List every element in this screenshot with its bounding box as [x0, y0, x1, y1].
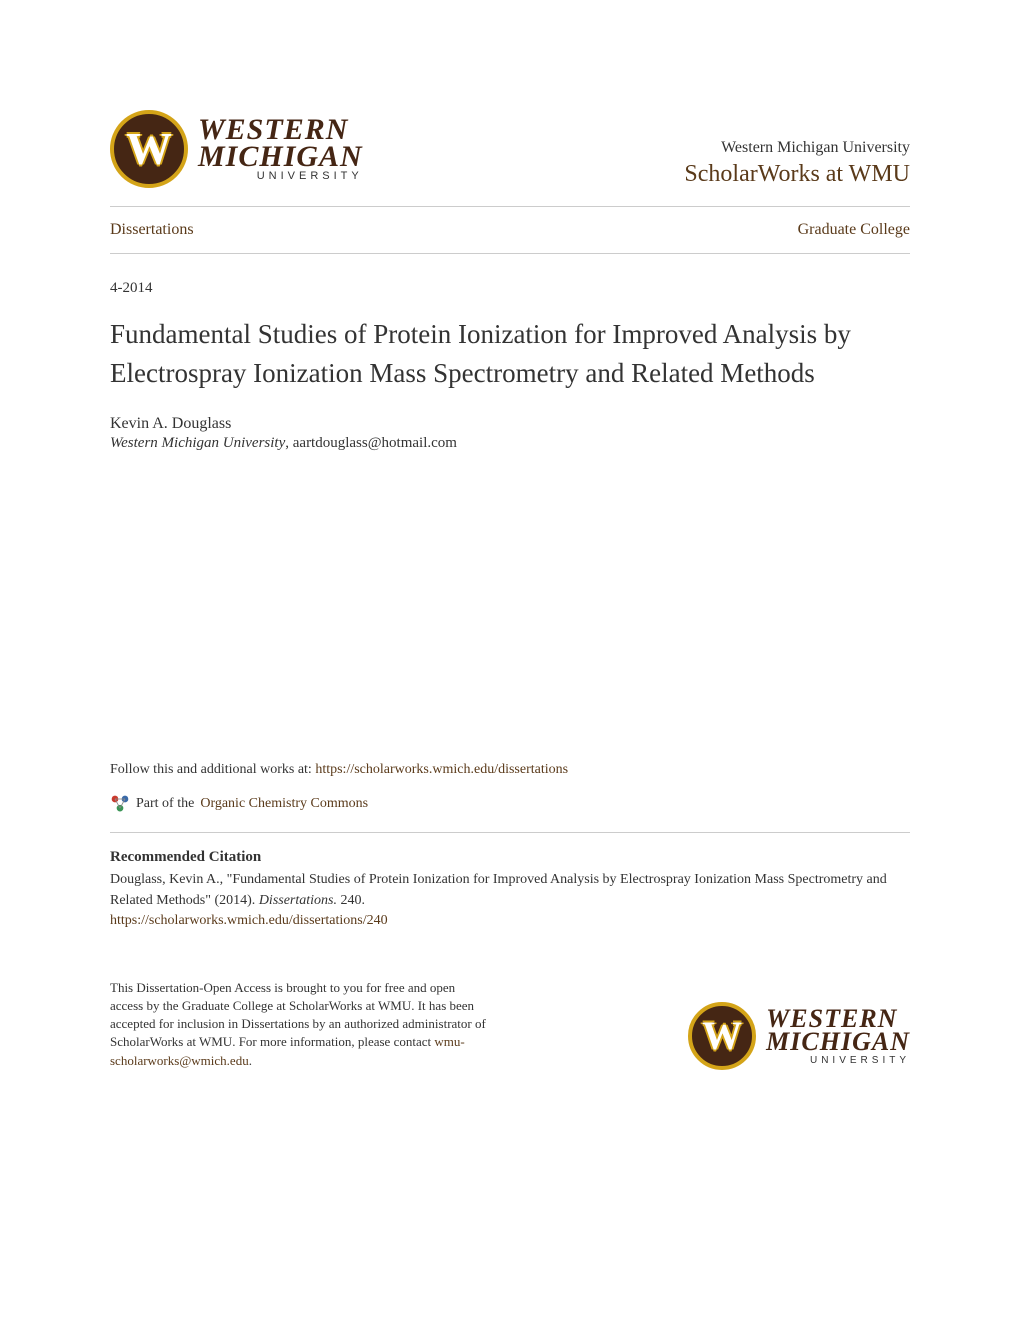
- citation-part2: 240.: [337, 893, 365, 908]
- footer-logo-medallion: W: [688, 1002, 756, 1070]
- author-affiliation: Western Michigan University, aartdouglas…: [110, 435, 910, 452]
- repository-name-link[interactable]: ScholarWorks at WMU: [684, 161, 910, 188]
- citation-series: Dissertations.: [259, 893, 337, 908]
- footer-logo-line3: UNIVERSITY: [766, 1056, 910, 1065]
- citation-heading: Recommended Citation: [110, 849, 910, 866]
- header-row: W WESTERN MICHIGAN UNIVERSITY Western Mi…: [110, 110, 910, 188]
- publication-date: 4-2014: [110, 280, 910, 297]
- logo-text-block: WESTERN MICHIGAN UNIVERSITY: [198, 116, 363, 182]
- follow-section: Follow this and additional works at: htt…: [110, 762, 910, 778]
- network-icon: [110, 794, 130, 814]
- citation-part1: Douglass, Kevin A., "Fundamental Studies…: [110, 872, 887, 907]
- wmu-logo-footer: W WESTERN MICHIGAN UNIVERSITY: [688, 1002, 910, 1070]
- part-of-prefix: Part of the: [136, 796, 194, 812]
- footer-text: This Dissertation-Open Access is brought…: [110, 979, 490, 1070]
- author-name: Kevin A. Douglass: [110, 415, 910, 433]
- university-name: Western Michigan University: [684, 139, 910, 157]
- breadcrumb-college-link[interactable]: Graduate College: [798, 221, 910, 239]
- logo-line2: MICHIGAN: [198, 143, 363, 170]
- footer-row: This Dissertation-Open Access is brought…: [110, 979, 910, 1070]
- footer-part2: .: [249, 1053, 252, 1068]
- logo-medallion: W: [110, 110, 188, 188]
- footer-logo-line2: MICHIGAN: [766, 1030, 910, 1053]
- divider-citation: [110, 832, 910, 833]
- part-of-row: Part of the Organic Chemistry Commons: [110, 794, 910, 814]
- breadcrumb-row: Dissertations Graduate College: [110, 207, 910, 253]
- header-right: Western Michigan University ScholarWorks…: [684, 139, 910, 188]
- commons-link[interactable]: Organic Chemistry Commons: [200, 796, 368, 812]
- footer-logo-text-block: WESTERN MICHIGAN UNIVERSITY: [766, 1007, 910, 1065]
- author-email: aartdouglass@hotmail.com: [293, 435, 457, 451]
- wmu-logo: W WESTERN MICHIGAN UNIVERSITY: [110, 110, 363, 188]
- logo-letter: W: [126, 126, 172, 172]
- logo-line3: UNIVERSITY: [198, 172, 363, 182]
- citation-text: Douglass, Kevin A., "Fundamental Studies…: [110, 870, 910, 911]
- author-institution: Western Michigan University: [110, 435, 285, 451]
- divider-bottom: [110, 253, 910, 254]
- follow-prefix: Follow this and additional works at:: [110, 762, 315, 777]
- footer-logo-letter: W: [702, 1016, 742, 1056]
- logo-line1: WESTERN: [198, 116, 363, 143]
- document-title: Fundamental Studies of Protein Ionizatio…: [110, 315, 910, 393]
- footer-part1: This Dissertation-Open Access is brought…: [110, 980, 486, 1050]
- author-separator: ,: [285, 435, 293, 451]
- citation-url-link[interactable]: https://scholarworks.wmich.edu/dissertat…: [110, 913, 910, 929]
- breadcrumb-collection-link[interactable]: Dissertations: [110, 221, 194, 239]
- follow-url-link[interactable]: https://scholarworks.wmich.edu/dissertat…: [315, 762, 568, 777]
